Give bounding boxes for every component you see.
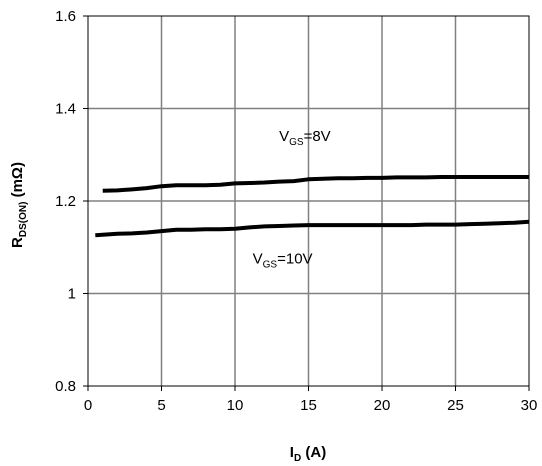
grid	[88, 16, 529, 386]
series-line-0	[102, 175, 529, 193]
series-line-1	[95, 219, 530, 238]
x-tick-label: 0	[84, 397, 92, 414]
x-tick-label: 10	[227, 397, 244, 414]
x-tick-label: 30	[521, 397, 538, 414]
y-tick-labels: 0.8 1 1.2 1.4 1.6	[55, 8, 88, 395]
y-tick-label: 0.8	[55, 378, 76, 395]
x-axis-label: ID (A)	[290, 444, 326, 464]
y-tick-label: 1	[68, 286, 76, 303]
annotation-vgs-10v: VGS=10V	[253, 250, 313, 270]
y-axis-label: RDS(ON) (mΩ)	[9, 162, 29, 248]
x-tick-label: 5	[157, 397, 165, 414]
x-tick-label: 15	[300, 397, 317, 414]
y-tick-label: 1.4	[55, 101, 76, 118]
x-tick-label: 20	[374, 397, 391, 414]
x-tick-labels: 0 5 10 15 20 25 30	[84, 386, 538, 414]
y-tick-label: 1.6	[55, 8, 76, 25]
y-tick-label: 1.2	[55, 193, 76, 210]
annotation-vgs-8v: VGS=8V	[279, 128, 331, 148]
x-tick-label: 25	[447, 397, 464, 414]
series-layer	[95, 175, 530, 238]
